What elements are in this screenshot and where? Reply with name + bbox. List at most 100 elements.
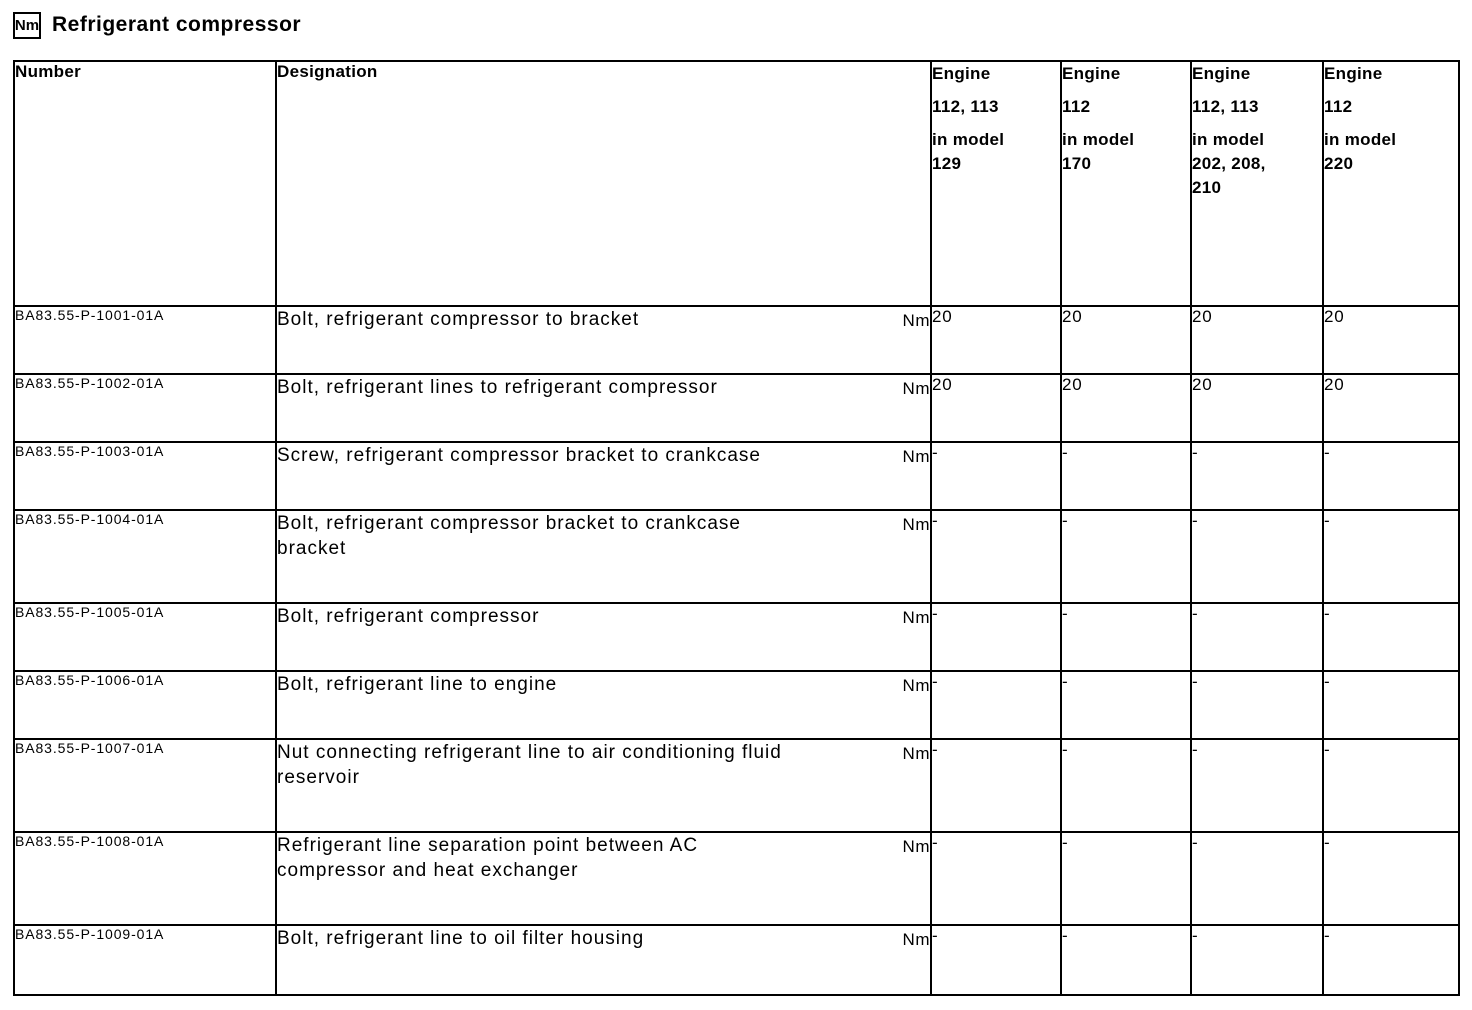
value-cell-engine-129: - [930, 670, 1062, 740]
value-cell-engine-129: - [930, 509, 1062, 604]
value-cell-engine-170: 20 [1060, 305, 1192, 375]
value-cell-engine-220: - [1322, 924, 1460, 996]
col-header-engine-model-202-208-210: Engine 112, 113 in model 202, 208, 210 [1190, 60, 1324, 307]
page-header: Nm Refrigerant compressor [13, 10, 301, 40]
unit-label: Nm [902, 447, 930, 466]
part-number-cell: BA83.55-P-1001-01A [13, 305, 277, 375]
value-cell-engine-170: - [1060, 924, 1192, 996]
value-cell-engine-170: - [1060, 670, 1192, 740]
part-number-cell: BA83.55-P-1003-01A [13, 441, 277, 511]
unit-label: Nm [902, 608, 930, 627]
part-number: BA83.55-P-1005-01A [15, 604, 165, 620]
value-cell-engine-202-208-210: - [1190, 670, 1324, 740]
value-cell-engine-220: - [1322, 441, 1460, 511]
value-cell-engine-220: - [1322, 831, 1460, 926]
designation-cell: Bolt, refrigerant line to oil filter hou… [275, 924, 932, 996]
table-row: BA83.55-P-1004-01A Bolt, refrigerant com… [13, 509, 1460, 604]
designation-cell: Bolt, refrigerant lines to refrigerant c… [275, 373, 932, 443]
table-row: BA83.55-P-1009-01A Bolt, refrigerant lin… [13, 924, 1460, 996]
designation-cell: Bolt, refrigerant compressor Nm [275, 602, 932, 672]
value-cell-engine-129: - [930, 924, 1062, 996]
value-cell-engine-202-208-210: - [1190, 924, 1324, 996]
designation-text: Bolt, refrigerant lines to refrigerant c… [277, 377, 718, 398]
part-number: BA83.55-P-1002-01A [15, 375, 165, 391]
designation-text: Bolt, refrigerant line to engine [277, 674, 558, 695]
part-number: BA83.55-P-1003-01A [15, 443, 165, 459]
torque-spec-table: Number Designation Engine 112, 113 in mo… [13, 60, 1460, 996]
part-number: BA83.55-P-1009-01A [15, 926, 165, 942]
engine-header-line: Engine [1192, 64, 1251, 83]
table-row: BA83.55-P-1002-01A Bolt, refrigerant lin… [13, 373, 1460, 443]
col-header-number: Number [13, 60, 277, 307]
designation-text: Nut connecting refrigerant line to air c… [277, 742, 782, 788]
nm-unit-icon: Nm [13, 11, 41, 39]
table-row: BA83.55-P-1001-01A Bolt, refrigerant com… [13, 305, 1460, 375]
unit-label: Nm [902, 311, 930, 330]
col-header-engine-model-220: Engine 112 in model 220 [1322, 60, 1460, 307]
table-row: BA83.55-P-1006-01A Bolt, refrigerant lin… [13, 670, 1460, 740]
unit-label: Nm [902, 676, 930, 695]
value-cell-engine-202-208-210: - [1190, 738, 1324, 833]
value-cell-engine-202-208-210: - [1190, 831, 1324, 926]
value-cell-engine-202-208-210: 20 [1190, 305, 1324, 375]
unit-label: Nm [902, 930, 930, 949]
part-number-cell: BA83.55-P-1008-01A [13, 831, 277, 926]
engine-header-line: Engine [1324, 64, 1383, 83]
designation-cell: Bolt, refrigerant compressor to bracket … [275, 305, 932, 375]
unit-label: Nm [902, 515, 930, 534]
col-header-engine-model-129: Engine 112, 113 in model 129 [930, 60, 1062, 307]
part-number: BA83.55-P-1004-01A [15, 511, 165, 527]
value-cell-engine-129: - [930, 738, 1062, 833]
value-cell-engine-170: - [1060, 602, 1192, 672]
value-cell-engine-220: - [1322, 509, 1460, 604]
value-cell-engine-202-208-210: 20 [1190, 373, 1324, 443]
engine-header-line: Engine [932, 64, 991, 83]
value-cell-engine-202-208-210: - [1190, 509, 1324, 604]
value-cell-engine-129: - [930, 602, 1062, 672]
value-cell-engine-129: 20 [930, 373, 1062, 443]
designation-cell: Refrigerant line separation point betwee… [275, 831, 932, 926]
unit-label: Nm [902, 744, 930, 763]
designation-cell: Screw, refrigerant compressor bracket to… [275, 441, 932, 511]
engine-header-line: Engine [1062, 64, 1121, 83]
col-header-engine-model-170: Engine 112 in model 170 [1060, 60, 1192, 307]
value-cell-engine-170: - [1060, 831, 1192, 926]
value-cell-engine-129: - [930, 831, 1062, 926]
designation-text: Bolt, refrigerant compressor [277, 606, 540, 627]
designation-cell: Nut connecting refrigerant line to air c… [275, 738, 932, 833]
part-number-cell: BA83.55-P-1007-01A [13, 738, 277, 833]
part-number: BA83.55-P-1001-01A [15, 307, 165, 323]
value-cell-engine-129: - [930, 441, 1062, 511]
designation-text: Bolt, refrigerant line to oil filter hou… [277, 928, 645, 949]
value-cell-engine-220: - [1322, 738, 1460, 833]
value-cell-engine-220: - [1322, 602, 1460, 672]
designation-text: Refrigerant line separation point betwee… [277, 835, 699, 881]
part-number-cell: BA83.55-P-1009-01A [13, 924, 277, 996]
engine-header-line: in model 202, 208, 210 [1192, 130, 1266, 197]
table-header-row: Number Designation Engine 112, 113 in mo… [13, 60, 1460, 307]
unit-label: Nm [902, 379, 930, 398]
col-header-designation: Designation [275, 60, 932, 307]
engine-header-line: 112 [1062, 97, 1091, 116]
value-cell-engine-170: - [1060, 738, 1192, 833]
value-cell-engine-202-208-210: - [1190, 441, 1324, 511]
value-cell-engine-220: 20 [1322, 373, 1460, 443]
part-number: BA83.55-P-1006-01A [15, 672, 165, 688]
page-title: Refrigerant compressor [52, 13, 302, 36]
engine-header-line: in model 170 [1062, 130, 1135, 173]
value-cell-engine-170: 20 [1060, 373, 1192, 443]
table-row: BA83.55-P-1005-01A Bolt, refrigerant com… [13, 602, 1460, 672]
unit-label: Nm [902, 837, 930, 856]
designation-text: Screw, refrigerant compressor bracket to… [277, 445, 762, 466]
value-cell-engine-170: - [1060, 441, 1192, 511]
table-row: BA83.55-P-1008-01A Refrigerant line sepa… [13, 831, 1460, 926]
engine-header-line: in model 129 [932, 130, 1005, 173]
designation-cell: Bolt, refrigerant compressor bracket to … [275, 509, 932, 604]
value-cell-engine-220: 20 [1322, 305, 1460, 375]
table-row: BA83.55-P-1003-01A Screw, refrigerant co… [13, 441, 1460, 511]
engine-header-line: 112, 113 [1192, 97, 1259, 116]
part-number: BA83.55-P-1007-01A [15, 740, 165, 756]
value-cell-engine-220: - [1322, 670, 1460, 740]
part-number-cell: BA83.55-P-1005-01A [13, 602, 277, 672]
